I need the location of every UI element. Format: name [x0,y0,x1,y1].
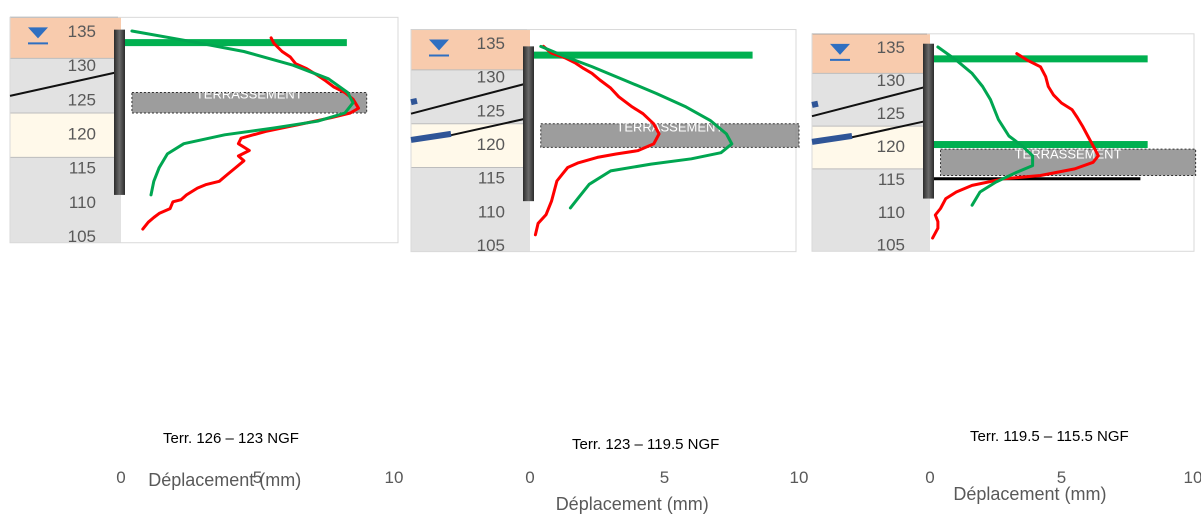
y-tick-label: 130 [68,56,96,75]
anchor-upper-bond [811,100,819,108]
strut [120,39,347,47]
x-tick-label: 0 [925,468,934,487]
panel-frame [811,33,1195,252]
chart-panel-1: TERRASSEMENT 135 130 125 120 115 110 105 0 5 10 Dép… [9,16,404,490]
panel-frame [9,16,399,244]
y-tick-label: 105 [68,227,96,246]
x-axis-label: Déplacement (mm) [556,494,709,514]
x-axis-label: Déplacement (mm) [148,470,301,490]
x-tick-label: 10 [385,468,404,487]
anchor-upper [811,85,928,118]
excavation-zone [131,91,368,114]
anchor-lower-bond [410,130,452,143]
water-table-icon [429,39,449,57]
x-tick-label: 5 [660,468,669,487]
y-tick-label: 120 [877,137,905,156]
excavation-zone [540,123,800,148]
y-tick-label: 135 [877,38,905,57]
retaining-wall [523,46,534,202]
x-axis-label: Déplacement (mm) [953,484,1106,504]
anchor-upper [9,71,119,97]
excavation-label: TERRASSEMENT [616,119,723,134]
water-table-icon [830,43,850,61]
y-tick-label: 125 [477,101,505,120]
anchor-lower [851,119,928,139]
series-line-measured [931,52,1100,240]
series-line-measured [533,44,661,237]
y-tick-label: 120 [477,135,505,154]
y-tick-label: 135 [68,22,96,41]
y-tick-label: 130 [877,71,905,90]
series-line-computed [539,44,734,210]
y-tick-label: 115 [878,170,905,189]
strut [929,141,1148,149]
y-tick-label: 105 [877,236,905,255]
excavation-label: TERRASSEMENT [196,87,303,102]
y-tick-label: 125 [68,90,96,109]
series-line-computed [130,29,355,197]
x-tick-label: 0 [116,468,125,487]
stage-annotation: Terr. 119.5 – 115.5 NGF [970,428,1129,445]
y-tick-label: 105 [477,236,505,255]
y-tick-label: 110 [69,193,96,212]
x-tick-label: 5 [1057,468,1066,487]
y-tick-label: 120 [68,124,96,143]
water-table-triangle [28,27,48,39]
strut [529,51,753,59]
y-tick-label: 110 [878,203,905,222]
retaining-wall [923,43,934,199]
x-tick-label: 10 [790,468,809,487]
y-tick-label: 135 [477,34,505,53]
y-tick-label: 130 [477,68,505,87]
stage-annotation: Terr. 126 – 123 NGF [163,430,299,447]
y-tick-label: 125 [877,104,905,123]
x-tick-label: 0 [525,468,534,487]
chart-panel-2: TERRASSEMENT 135 130 125 120 115 110 105 0 5 10 Dép… [410,29,809,514]
excavation-zone [940,148,1197,177]
anchor-upper [410,82,528,115]
x-tick-label: 5 [253,468,262,487]
anchor-lower [450,117,528,137]
stage-annotation: Terr. 123 – 119.5 NGF [572,436,719,453]
series-line-computed [936,45,1035,207]
retaining-wall [114,29,125,195]
anchor-upper-bond [410,97,418,106]
strut [929,55,1148,63]
water-table-triangle [429,39,449,51]
anchor-lower-bond [811,132,853,145]
x-tick-label: 10 [1184,468,1201,487]
y-tick-label: 115 [478,169,505,188]
y-tick-label: 110 [478,202,505,221]
water-table-triangle [830,43,850,55]
water-table-icon [28,27,48,45]
y-tick-label: 115 [69,159,96,178]
